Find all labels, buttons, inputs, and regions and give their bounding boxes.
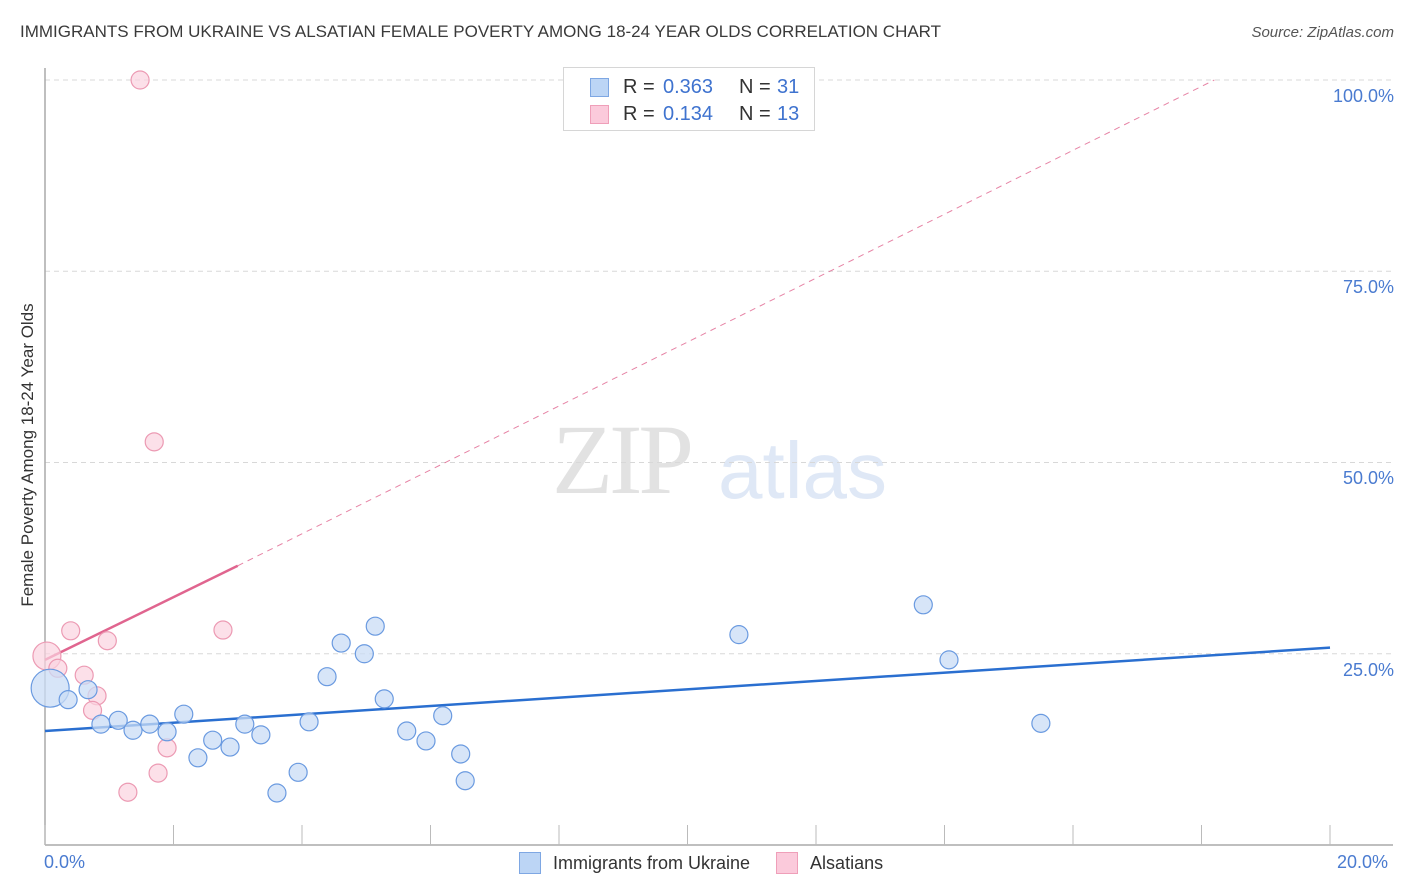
y-tick-25: 25.0% xyxy=(1342,660,1394,680)
ukraine-point xyxy=(354,644,374,664)
ukraine-point xyxy=(365,616,385,636)
ukraine-point xyxy=(140,714,160,734)
grid-lines xyxy=(45,79,1395,655)
ukraine-point xyxy=(235,714,255,734)
alsatians-point xyxy=(144,432,164,452)
ukraine-point xyxy=(123,720,143,740)
n-value: 13 xyxy=(777,102,800,125)
ukraine-point xyxy=(91,714,111,734)
ukraine-point xyxy=(251,725,271,745)
ukraine-point xyxy=(416,731,436,751)
ukraine-point xyxy=(108,710,128,730)
ukraine-point xyxy=(1031,713,1051,733)
legend-label-ukraine: Immigrants from Ukraine xyxy=(553,852,751,873)
y-tick-75: 75.0% xyxy=(1342,277,1394,297)
ukraine-swatch xyxy=(519,852,541,874)
ukraine-point xyxy=(317,667,337,687)
y-tick-50: 50.0% xyxy=(1342,468,1394,488)
r-value: 0.363 xyxy=(663,75,714,98)
ukraine-point xyxy=(78,680,98,700)
x-tick-max: 20.0% xyxy=(1337,852,1389,872)
alsatians-point xyxy=(118,782,138,802)
alsatians-trend-extension xyxy=(237,79,1215,567)
r-label: R = xyxy=(623,75,655,98)
ukraine-point xyxy=(299,712,319,732)
watermark-atlas: atlas xyxy=(718,426,887,515)
ukraine-point xyxy=(203,730,223,750)
stats-legend: R = 0.363 N = 31 R = 0.134 N = 13 xyxy=(563,67,815,131)
alsatians-point xyxy=(97,631,117,651)
alsatians-swatch xyxy=(776,852,799,874)
ukraine-point xyxy=(267,783,287,803)
trend-lines xyxy=(44,79,1331,733)
ukraine-point xyxy=(174,704,194,724)
legend-item-ukraine[interactable]: Immigrants from Ukraine xyxy=(519,852,750,874)
n-value: 31 xyxy=(777,75,800,98)
ukraine-point xyxy=(397,721,417,741)
ukraine-point xyxy=(913,595,933,615)
alsatians-trend-line xyxy=(44,564,239,661)
ukraine-point xyxy=(188,748,208,768)
alsatians-points xyxy=(32,70,233,802)
n-label: N = xyxy=(739,102,771,125)
alsatians-point xyxy=(82,700,103,720)
series-legend: Immigrants from Ukraine Alsatians xyxy=(519,852,909,874)
stats-row-ukraine: R = 0.363 N = 31 xyxy=(590,75,799,99)
y-axis-label: Female Poverty Among 18-24 Year Olds xyxy=(18,303,37,607)
r-value: 0.134 xyxy=(663,102,714,125)
alsatians-point xyxy=(61,621,81,641)
legend-label-alsatians: Alsatians xyxy=(810,852,884,873)
stats-row-alsatians: R = 0.134 N = 13 xyxy=(590,102,799,126)
ukraine-points xyxy=(30,595,1051,803)
ukraine-point xyxy=(455,771,475,791)
axes xyxy=(44,68,1393,846)
alsatians-point xyxy=(157,738,177,758)
ukraine-point xyxy=(58,690,78,710)
ukraine-swatch xyxy=(590,77,609,97)
alsatians-swatch xyxy=(590,104,609,124)
ukraine-point xyxy=(157,722,177,742)
ukraine-trend-line xyxy=(44,646,1331,733)
ukraine-point xyxy=(288,762,308,782)
source-label: Source: ZipAtlas.com xyxy=(1251,24,1394,41)
alsatians-point xyxy=(130,70,150,90)
ukraine-point xyxy=(433,706,453,726)
x-tick-min: 0.0% xyxy=(44,852,86,872)
y-tick-100: 100.0% xyxy=(1332,86,1394,106)
ukraine-point xyxy=(451,744,471,764)
n-label: N = xyxy=(739,75,771,98)
ukraine-point xyxy=(220,737,240,757)
ukraine-point xyxy=(331,633,351,653)
r-label: R = xyxy=(623,102,655,125)
alsatians-point xyxy=(148,763,168,783)
chart-title: IMMIGRANTS FROM UKRAINE VS ALSATIAN FEMA… xyxy=(20,22,942,41)
legend-item-alsatians[interactable]: Alsatians xyxy=(776,852,883,874)
ukraine-point xyxy=(939,650,959,670)
alsatians-point xyxy=(213,620,233,640)
watermark-zip: ZIP xyxy=(552,404,694,515)
ukraine-point xyxy=(729,625,749,645)
ukraine-point xyxy=(374,689,394,709)
